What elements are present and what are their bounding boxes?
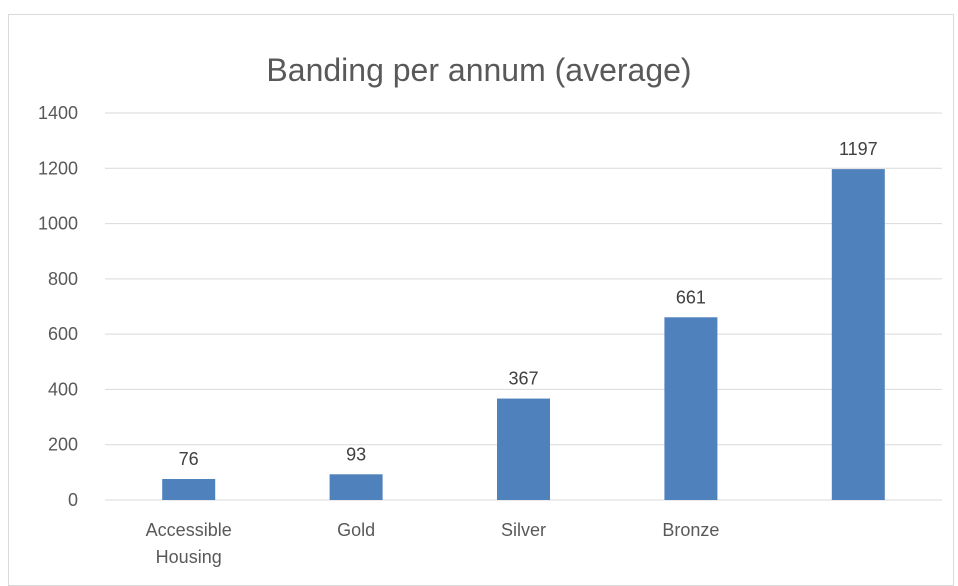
y-tick-label: 600	[48, 324, 78, 344]
x-tick-label: Silver	[501, 520, 546, 540]
y-tick-label: 200	[48, 435, 78, 455]
bar	[497, 398, 550, 500]
labels-layer: 76 93 367 661 1197	[179, 139, 878, 469]
chart-title: Banding per annum (average)	[266, 52, 692, 88]
x-tick-label: Accessible	[146, 520, 232, 540]
bar	[162, 478, 216, 500]
x-tick-label: Gold	[337, 520, 375, 540]
y-tick-label: 400	[48, 379, 78, 399]
data-label: 93	[346, 444, 366, 464]
y-tick-label: 1400	[38, 103, 78, 123]
x-tick-label: Bronze	[662, 520, 719, 540]
ticks-layer: 0 200 400 600 800 1000 1200 1400	[38, 103, 78, 510]
grid-layer	[105, 112, 942, 501]
y-tick-label: 1000	[38, 214, 78, 234]
data-label: 661	[676, 287, 706, 307]
bars-layer	[162, 169, 885, 501]
y-tick-label: 1200	[38, 158, 78, 178]
y-tick-label: 0	[68, 490, 78, 510]
bar	[831, 169, 885, 501]
categories-layer: Accessible Housing Gold Silver Bronze	[146, 520, 720, 567]
bar	[329, 474, 383, 500]
y-tick-label: 800	[48, 269, 78, 289]
x-tick-label: Housing	[156, 547, 222, 567]
bar	[664, 317, 718, 500]
data-label: 367	[508, 369, 538, 389]
data-label: 1197	[839, 139, 878, 159]
data-label: 76	[179, 449, 199, 469]
